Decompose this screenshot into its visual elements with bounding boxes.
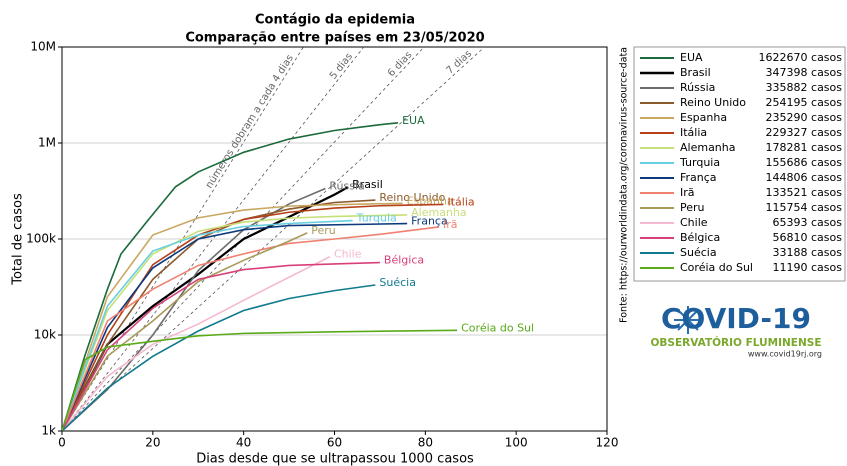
series-label: Suécia xyxy=(379,276,416,289)
legend-total: 229327 casos xyxy=(766,126,843,139)
x-tick-label: 0 xyxy=(58,436,66,450)
legend-label: EUA xyxy=(680,51,703,64)
legend-total: 235290 casos xyxy=(766,111,843,124)
legend-total: 11190 casos xyxy=(773,261,843,274)
series-line xyxy=(62,214,408,431)
series-label: Alemanha xyxy=(411,206,467,219)
y-tick-label: 10k xyxy=(34,328,56,342)
legend-total: 335882 casos xyxy=(766,81,843,94)
doubling-line xyxy=(62,47,425,431)
series-line xyxy=(62,329,458,431)
x-tick-label: 80 xyxy=(418,436,433,450)
chart-subtitle: Comparação entre países em 23/05/2020 xyxy=(185,31,484,46)
logo-subtitle: OBSERVATÓRIO FLUMINENSE xyxy=(651,336,822,349)
y-tick-label: 100k xyxy=(26,232,56,246)
legend-label: França xyxy=(680,171,717,184)
legend-label: Alemanha xyxy=(680,141,736,154)
x-tick-label: 120 xyxy=(596,436,619,450)
series-line xyxy=(62,187,326,431)
legend-label: Irã xyxy=(680,186,695,199)
y-axis-label: Total de casos xyxy=(11,193,26,286)
series-line xyxy=(62,226,440,431)
y-tick-label: 1M xyxy=(38,136,56,150)
series-label: Irã xyxy=(443,218,458,231)
legend-label: Suécia xyxy=(680,246,717,259)
logo-title: COVID-19 xyxy=(661,302,811,335)
doubling-label: 6 dias xyxy=(386,50,415,79)
doubling-label: números dobram a cada 4 dias xyxy=(203,52,296,190)
x-tick-label: 60 xyxy=(327,436,342,450)
legend-label: Rússia xyxy=(680,81,715,94)
series-label: Bélgica xyxy=(384,254,424,267)
legend-label: Espanha xyxy=(680,111,727,124)
series-line xyxy=(62,255,331,431)
virus-icon xyxy=(674,306,702,334)
series-label: França xyxy=(411,215,448,228)
series-label: Peru xyxy=(311,224,336,237)
plot-frame xyxy=(61,46,608,432)
legend-total: 1622670 casos xyxy=(759,51,843,64)
series-label: Chile xyxy=(334,248,362,261)
legend-total: 33188 casos xyxy=(773,246,843,259)
series-label: Rússia xyxy=(329,179,364,192)
legend-label: Peru xyxy=(680,201,705,214)
legend-total: 178281 casos xyxy=(766,141,843,154)
legend-total: 347398 casos xyxy=(766,66,843,79)
y-tick-label: 10M xyxy=(30,40,56,54)
series-line xyxy=(62,222,408,431)
chart-title: Contágio da epidemia xyxy=(255,13,415,28)
series-line xyxy=(62,232,308,431)
y-tick-label: 1k xyxy=(41,424,56,438)
series-line xyxy=(62,122,399,431)
source-note: Fonte: https://ourworldindata.org/corona… xyxy=(619,47,630,323)
series-label: Brasil xyxy=(352,178,383,191)
series-label: Coréia do Sul xyxy=(461,321,534,334)
legend-label: Turquia xyxy=(679,156,720,169)
legend-total: 155686 casos xyxy=(766,156,843,169)
x-tick-label: 20 xyxy=(145,436,160,450)
series-line xyxy=(62,219,353,431)
series-label: Turquia xyxy=(356,212,397,225)
doubling-line xyxy=(62,47,485,431)
series-line xyxy=(62,202,403,431)
doubling-label: 7 dias xyxy=(444,48,474,76)
x-tick-label: 100 xyxy=(505,436,528,450)
legend-label: Coréia do Sul xyxy=(680,261,753,274)
legend-label: Itália xyxy=(680,126,707,139)
legend-total: 56810 casos xyxy=(773,231,843,244)
series-line xyxy=(62,199,376,431)
legend-total: 115754 casos xyxy=(766,201,843,214)
series-line xyxy=(62,261,380,431)
series-label: Reino Unido xyxy=(379,191,445,204)
doubling-label: 5 dias xyxy=(328,51,355,81)
x-axis-label: Dias desde que se ultrapassou 1000 casos xyxy=(196,452,474,466)
series-line xyxy=(62,203,444,431)
legend-total: 65393 casos xyxy=(773,216,843,229)
logo: COVID-19 OBSERVATÓRIO FLUMINENSE www.cov… xyxy=(651,302,823,359)
legend-total: 133521 casos xyxy=(766,186,843,199)
logo-url: www.covid19rj.org xyxy=(748,350,822,359)
x-tick-label: 40 xyxy=(236,436,251,450)
series-line xyxy=(62,284,376,431)
legend-total: 144806 casos xyxy=(766,171,843,184)
series-line xyxy=(62,186,349,431)
legend-label: Reino Unido xyxy=(680,96,746,109)
legend-label: Brasil xyxy=(680,66,711,79)
series-label: EUA xyxy=(402,114,425,127)
legend-label: Bélgica xyxy=(680,231,720,244)
legend-total: 254195 casos xyxy=(766,96,843,109)
series-label: Itália xyxy=(448,195,475,208)
legend-label: Chile xyxy=(680,216,708,229)
